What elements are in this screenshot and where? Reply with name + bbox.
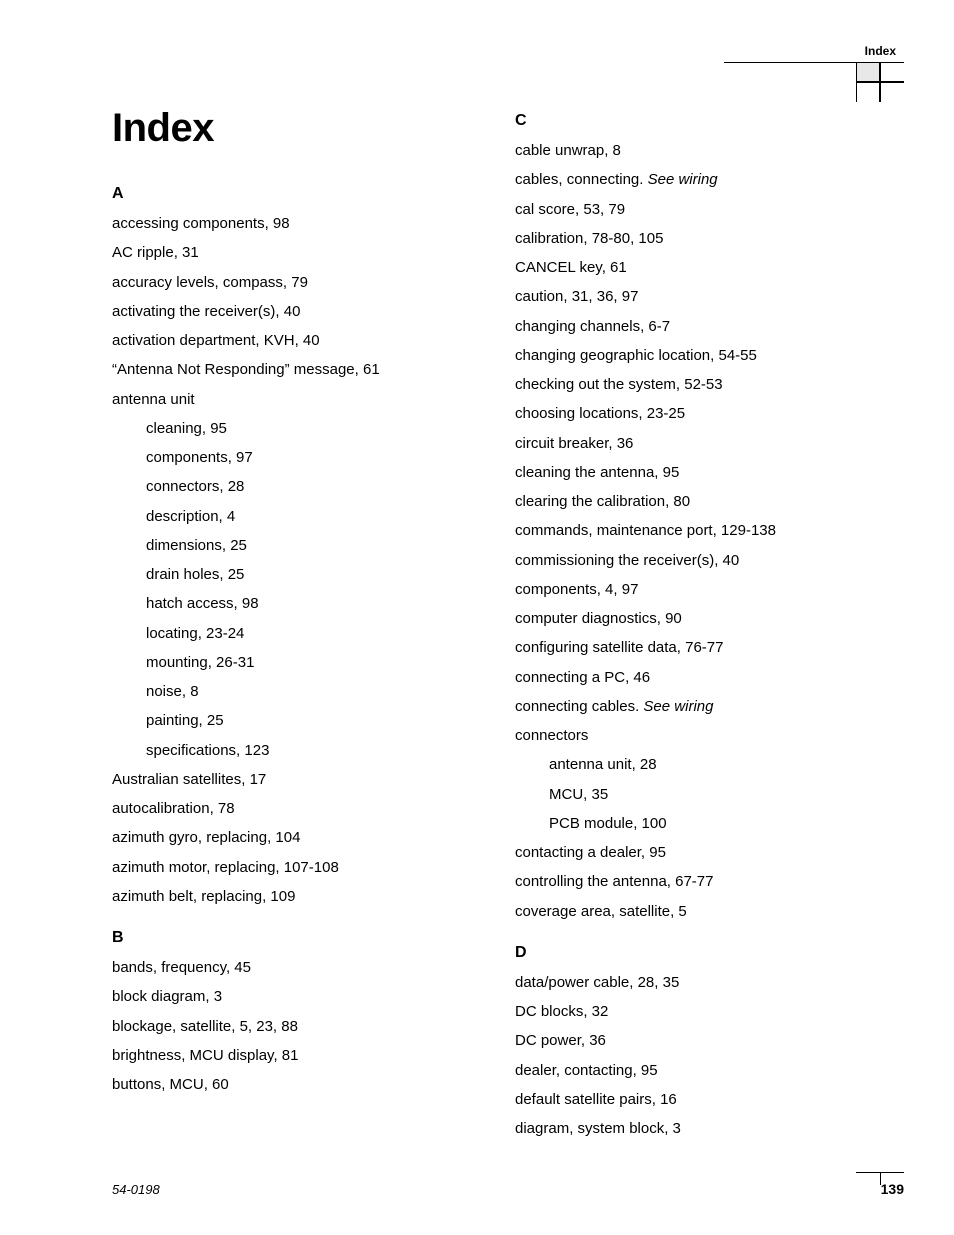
index-entry: cleaning, 95 <box>146 414 479 443</box>
index-entry: computer diagnostics, 90 <box>515 604 882 633</box>
index-entry: cable unwrap, 8 <box>515 136 882 165</box>
index-entry: calibration, 78-80, 105 <box>515 224 882 253</box>
page-footer: 54-0198 139 <box>112 1181 904 1197</box>
index-entry: blockage, satellite, 5, 23, 88 <box>112 1012 479 1041</box>
index-entry: changing geographic location, 54-55 <box>515 341 882 370</box>
index-entry: locating, 23-24 <box>146 619 479 648</box>
index-entry: block diagram, 3 <box>112 982 479 1011</box>
index-col-1: Ccable unwrap, 8cables, connecting. See … <box>515 112 882 1143</box>
index-entry: choosing locations, 23-25 <box>515 399 882 428</box>
index-entry: connecting a PC, 46 <box>515 663 882 692</box>
index-entry: “Antenna Not Responding” message, 61 <box>112 355 479 384</box>
index-entry: cal score, 53, 79 <box>515 195 882 224</box>
index-entry: PCB module, 100 <box>549 809 882 838</box>
index-entry: DC power, 36 <box>515 1026 882 1055</box>
index-entry: commands, maintenance port, 129-138 <box>515 516 882 545</box>
index-column-right: Ccable unwrap, 8cables, connecting. See … <box>515 106 882 1143</box>
index-entry: hatch access, 98 <box>146 589 479 618</box>
header-section-label: Index <box>865 44 896 58</box>
index-entry: connecting cables. See wiring <box>515 692 882 721</box>
index-entry: components, 97 <box>146 443 479 472</box>
index-entry: clearing the calibration, 80 <box>515 487 882 516</box>
index-entry: circuit breaker, 36 <box>515 429 882 458</box>
index-entry-see-ref: See wiring <box>643 698 713 715</box>
index-entry: painting, 25 <box>146 706 479 735</box>
index-entry: azimuth belt, replacing, 109 <box>112 882 479 911</box>
index-entry: buttons, MCU, 60 <box>112 1070 479 1099</box>
index-entry: description, 4 <box>146 502 479 531</box>
index-entry: azimuth motor, replacing, 107-108 <box>112 853 479 882</box>
index-entry: configuring satellite data, 76-77 <box>515 633 882 662</box>
index-entry: components, 4, 97 <box>515 575 882 604</box>
index-entry: controlling the antenna, 67-77 <box>515 867 882 896</box>
section-letter: A <box>112 185 479 203</box>
index-entry: azimuth gyro, replacing, 104 <box>112 823 479 852</box>
index-entry: specifications, 123 <box>146 736 479 765</box>
index-entry: accessing components, 98 <box>112 209 479 238</box>
index-entry: coverage area, satellite, 5 <box>515 897 882 926</box>
index-entry: mounting, 26-31 <box>146 648 479 677</box>
section-letter: B <box>112 929 479 947</box>
index-entry-text: cables, connecting. <box>515 171 648 188</box>
index-entry: caution, 31, 36, 97 <box>515 282 882 311</box>
index-entry: commissioning the receiver(s), 40 <box>515 546 882 575</box>
index-entry: cables, connecting. See wiring <box>515 165 882 194</box>
index-entry: default satellite pairs, 16 <box>515 1085 882 1114</box>
index-entry: AC ripple, 31 <box>112 238 479 267</box>
index-entry: dimensions, 25 <box>146 531 479 560</box>
index-entry: connectors <box>515 721 882 750</box>
index-entry: Australian satellites, 17 <box>112 765 479 794</box>
index-entry: diagram, system block, 3 <box>515 1114 882 1143</box>
index-entry: MCU, 35 <box>549 780 882 809</box>
footer-doc-number: 54-0198 <box>112 1182 160 1197</box>
index-entry: data/power cable, 28, 35 <box>515 968 882 997</box>
footer-page-number: 139 <box>881 1181 904 1197</box>
section-letter: C <box>515 112 882 130</box>
index-entry: changing channels, 6-7 <box>515 312 882 341</box>
index-entry-see-ref: See wiring <box>648 171 718 188</box>
index-entry: activation department, KVH, 40 <box>112 326 479 355</box>
index-entry: antenna unit <box>112 385 479 414</box>
index-entry: connectors, 28 <box>146 472 479 501</box>
index-entry: checking out the system, 52-53 <box>515 370 882 399</box>
index-entry-text: connecting cables. <box>515 698 643 715</box>
index-column-left: Index Aaccessing components, 98AC ripple… <box>112 106 479 1143</box>
index-entry: activating the receiver(s), 40 <box>112 297 479 326</box>
index-entry: antenna unit, 28 <box>549 750 882 779</box>
index-entry: cleaning the antenna, 95 <box>515 458 882 487</box>
index-entry: CANCEL key, 61 <box>515 253 882 282</box>
index-entry: bands, frequency, 45 <box>112 953 479 982</box>
index-entry: brightness, MCU display, 81 <box>112 1041 479 1070</box>
index-entry: DC blocks, 32 <box>515 997 882 1026</box>
index-col-0: Aaccessing components, 98AC ripple, 31ac… <box>112 185 479 1099</box>
section-letter: D <box>515 944 882 962</box>
index-content: Index Aaccessing components, 98AC ripple… <box>112 106 882 1143</box>
index-entry: autocalibration, 78 <box>112 794 479 823</box>
page-title: Index <box>112 106 479 151</box>
index-entry: drain holes, 25 <box>146 560 479 589</box>
index-entry: accuracy levels, compass, 79 <box>112 268 479 297</box>
index-entry: contacting a dealer, 95 <box>515 838 882 867</box>
header-corner-ornament <box>856 62 904 102</box>
index-entry: noise, 8 <box>146 677 479 706</box>
index-entry: dealer, contacting, 95 <box>515 1056 882 1085</box>
